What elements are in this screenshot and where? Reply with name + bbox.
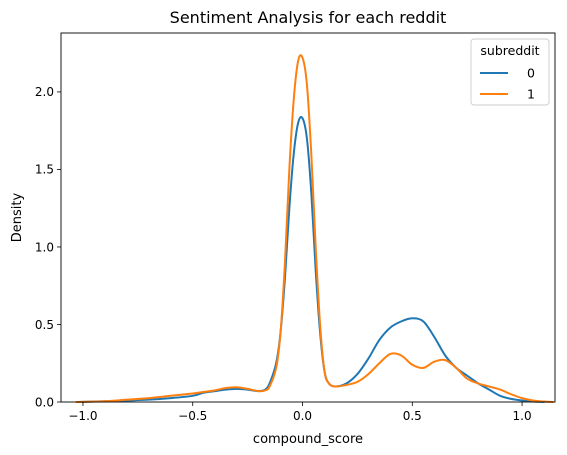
x-axis-ticks: −1.0 −0.5 0.0 0.5 1.0 (68, 402, 532, 423)
x-tick-label: −0.5 (178, 409, 207, 423)
x-tick-label: 0.5 (403, 409, 422, 423)
legend-label-0: 0 (527, 66, 535, 81)
y-tick-label: 0.5 (35, 318, 54, 332)
x-axis-label: compound_score (253, 432, 363, 447)
x-tick-label: −1.0 (68, 409, 97, 423)
legend: subreddit 0 1 (470, 38, 550, 106)
chart-title: Sentiment Analysis for each reddit (170, 8, 447, 27)
y-tick-label: 2.0 (35, 85, 54, 99)
y-tick-label: 1.0 (35, 240, 54, 254)
legend-box (470, 38, 550, 106)
x-tick-label: 1.0 (513, 409, 532, 423)
x-tick-label: 0.0 (293, 409, 312, 423)
y-axis-ticks: 0.0 0.5 1.0 1.5 2.0 (35, 85, 61, 409)
series-line-1 (75, 54, 554, 403)
legend-title: subreddit (480, 43, 539, 58)
axes-frame (60, 32, 556, 403)
y-tick-label: 1.5 (35, 163, 54, 177)
legend-label-1: 1 (527, 87, 535, 102)
plot-lines (75, 54, 554, 403)
y-axis-label: Density (10, 192, 25, 242)
y-tick-label: 0.0 (35, 395, 54, 409)
